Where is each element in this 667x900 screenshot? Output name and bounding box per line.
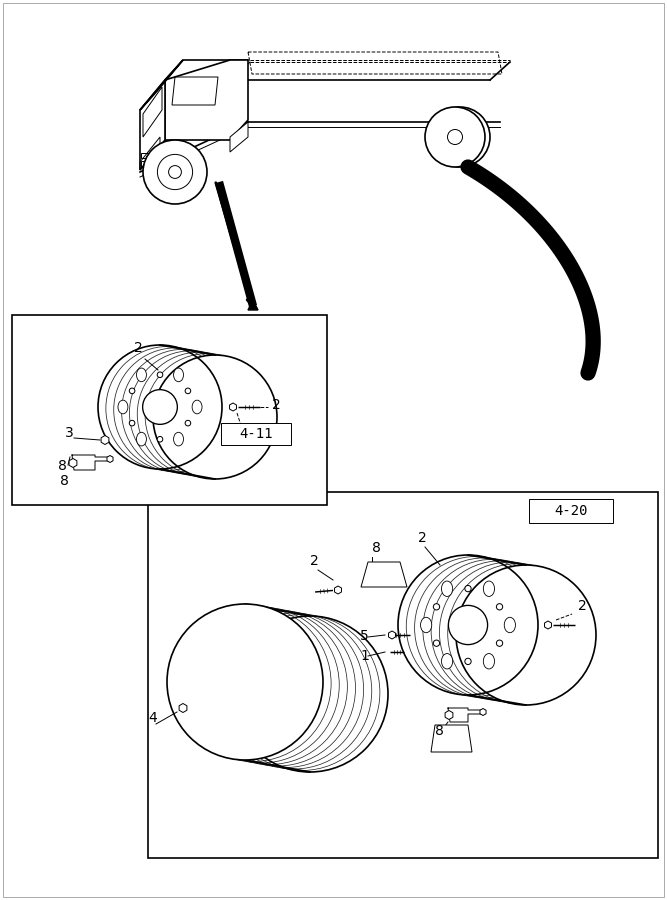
- Text: 2: 2: [310, 554, 319, 568]
- Ellipse shape: [420, 617, 432, 633]
- Ellipse shape: [157, 436, 163, 442]
- Polygon shape: [107, 455, 113, 463]
- Polygon shape: [248, 300, 258, 310]
- Ellipse shape: [425, 107, 485, 167]
- Polygon shape: [230, 122, 248, 152]
- Polygon shape: [361, 562, 407, 587]
- Text: 4: 4: [148, 711, 157, 725]
- Text: 2: 2: [578, 599, 587, 613]
- Ellipse shape: [137, 432, 147, 446]
- Polygon shape: [335, 586, 342, 594]
- Ellipse shape: [192, 400, 202, 414]
- FancyBboxPatch shape: [221, 423, 291, 445]
- Text: 2: 2: [418, 531, 427, 545]
- Polygon shape: [165, 60, 248, 80]
- Text: 2: 2: [272, 398, 281, 412]
- Ellipse shape: [129, 388, 135, 393]
- Ellipse shape: [169, 166, 181, 178]
- Ellipse shape: [484, 581, 494, 597]
- Ellipse shape: [232, 616, 388, 772]
- Ellipse shape: [173, 432, 183, 446]
- Ellipse shape: [465, 586, 471, 592]
- Ellipse shape: [456, 565, 596, 705]
- Text: 8: 8: [58, 459, 67, 473]
- Ellipse shape: [484, 653, 494, 669]
- Polygon shape: [431, 725, 472, 752]
- Ellipse shape: [465, 658, 471, 664]
- Ellipse shape: [496, 604, 503, 610]
- Ellipse shape: [98, 345, 222, 469]
- Ellipse shape: [185, 420, 191, 426]
- FancyBboxPatch shape: [529, 499, 613, 523]
- Ellipse shape: [434, 640, 440, 646]
- Ellipse shape: [442, 653, 453, 669]
- Polygon shape: [140, 80, 165, 170]
- Polygon shape: [544, 621, 552, 629]
- Ellipse shape: [448, 606, 488, 644]
- Ellipse shape: [167, 604, 323, 760]
- Polygon shape: [445, 710, 453, 719]
- Bar: [141, 161, 149, 167]
- Ellipse shape: [173, 368, 183, 382]
- Polygon shape: [69, 458, 77, 467]
- Ellipse shape: [129, 420, 135, 426]
- Text: 1: 1: [360, 649, 369, 663]
- Text: 2: 2: [133, 341, 142, 355]
- Ellipse shape: [137, 368, 147, 382]
- Ellipse shape: [442, 581, 453, 597]
- Ellipse shape: [157, 372, 163, 378]
- Text: 8: 8: [372, 541, 381, 555]
- Bar: [141, 153, 149, 158]
- Text: 4-20: 4-20: [554, 504, 588, 518]
- Ellipse shape: [153, 355, 277, 479]
- Ellipse shape: [398, 555, 538, 695]
- Text: 4-11: 4-11: [239, 427, 273, 441]
- Bar: [12, 315, 327, 505]
- Ellipse shape: [143, 390, 177, 425]
- Ellipse shape: [185, 388, 191, 393]
- Ellipse shape: [118, 400, 128, 414]
- Polygon shape: [148, 492, 658, 858]
- Ellipse shape: [496, 640, 503, 646]
- Ellipse shape: [143, 140, 207, 204]
- Polygon shape: [229, 403, 237, 411]
- Polygon shape: [165, 60, 248, 140]
- Polygon shape: [230, 62, 510, 80]
- Polygon shape: [480, 708, 486, 716]
- Ellipse shape: [430, 107, 490, 167]
- Polygon shape: [179, 704, 187, 713]
- Polygon shape: [101, 436, 109, 445]
- Text: 3: 3: [65, 426, 74, 440]
- Text: 8: 8: [435, 724, 444, 738]
- Polygon shape: [389, 631, 396, 639]
- Text: 5: 5: [360, 629, 369, 643]
- Polygon shape: [140, 60, 183, 110]
- Ellipse shape: [504, 617, 516, 633]
- Text: 8: 8: [60, 474, 69, 488]
- Ellipse shape: [434, 604, 440, 610]
